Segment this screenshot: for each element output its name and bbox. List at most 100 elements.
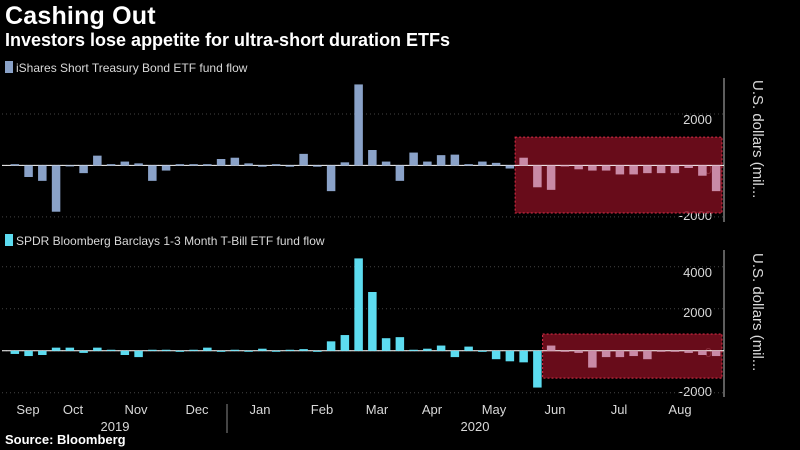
bar-ishares (533, 165, 542, 188)
legend-label-spdr: SPDR Bloomberg Barclays 1-3 Month T-Bill… (16, 234, 325, 248)
bar-ishares (354, 84, 363, 166)
bar-spdr (711, 350, 721, 357)
bar-ishares (464, 164, 473, 166)
legend-swatch-spdr (5, 234, 13, 246)
bar-spdr (450, 350, 460, 358)
bar-ishares (601, 165, 611, 171)
bar-ishares (450, 154, 460, 166)
bar-spdr (354, 258, 363, 351)
bar-ishares (258, 165, 267, 167)
bar-spdr (684, 350, 693, 353)
bar-spdr (216, 350, 226, 352)
bar-spdr (258, 348, 267, 351)
bar-ishares (230, 157, 240, 166)
xtick-sep: Sep (16, 402, 39, 417)
bar-spdr (574, 350, 583, 353)
bar-ishares (38, 165, 47, 181)
bar-spdr (409, 349, 418, 351)
bar-spdr (120, 350, 130, 355)
bar-spdr (244, 350, 253, 352)
bar-spdr (51, 347, 61, 351)
bar-spdr (203, 347, 212, 351)
chart-subtitle: Investors lose appetite for ultra-short … (5, 30, 451, 50)
bar-spdr (601, 350, 611, 358)
legend-label-ishares: iShares Short Treasury Bond ETF fund flo… (16, 61, 248, 75)
bar-ishares (134, 163, 143, 166)
source-note: Source: Bloomberg (5, 432, 126, 447)
bar-spdr (230, 349, 240, 351)
bar-ishares (189, 164, 198, 166)
xtick-aug: Aug (668, 402, 691, 417)
bar-ishares (313, 165, 322, 167)
bar-spdr (106, 349, 116, 351)
bar-ishares (244, 163, 253, 166)
highlight-box (514, 136, 723, 214)
bar-ishares (79, 165, 88, 174)
chart-title: Cashing Out (5, 2, 156, 30)
bar-spdr (615, 350, 625, 358)
legend-swatch-ishares (5, 61, 13, 73)
year-label-2020: 2020 (461, 419, 490, 434)
bar-ishares (216, 159, 226, 166)
xtick-oct: Oct (63, 402, 84, 417)
bar-spdr (395, 337, 405, 351)
bar-spdr (656, 350, 666, 352)
bar-ishares (381, 161, 391, 166)
bar-ishares (588, 165, 597, 171)
ylabel-panel-1: U.S. dollars (mil... (749, 80, 766, 198)
bar-spdr (533, 350, 542, 388)
bar-spdr (505, 350, 515, 362)
bar-ishares (299, 153, 308, 166)
bar-ishares (505, 165, 515, 169)
bar-spdr (368, 292, 377, 351)
panel-ishares (2, 78, 725, 222)
bar-ishares (93, 155, 102, 166)
bar-spdr (134, 350, 143, 358)
bar-ishares (409, 152, 418, 166)
bar-ishares (423, 161, 432, 166)
bar-ishares (271, 164, 281, 166)
bar-ishares (684, 165, 693, 168)
bar-spdr (643, 350, 652, 360)
bar-spdr (175, 350, 185, 352)
bar-ishares (175, 164, 185, 166)
xtick-feb: Feb (311, 402, 333, 417)
xtick-may: May (482, 402, 507, 417)
bar-ishares (670, 165, 680, 174)
bar-ishares (368, 150, 377, 166)
bar-spdr (588, 350, 597, 368)
bar-spdr (189, 349, 198, 351)
xtick-nov: Nov (124, 402, 148, 417)
bar-spdr (24, 350, 33, 357)
bar-ishares (65, 165, 75, 167)
bar-ishares (285, 165, 295, 167)
bar-spdr (161, 349, 171, 351)
bar-ishares (326, 165, 336, 192)
bar-ishares (629, 165, 638, 175)
bar-spdr (381, 338, 391, 351)
bar-ishares (519, 157, 528, 166)
bar-ishares (643, 165, 652, 174)
bar-ishares (574, 165, 583, 170)
panel-spdr (2, 250, 725, 397)
ytick-p2-2000: 2000 (683, 305, 712, 320)
xtick-mar: Mar (366, 402, 389, 417)
bar-ishares (148, 165, 157, 181)
bar-spdr (93, 347, 102, 351)
bar-ishares (161, 165, 171, 171)
bar-spdr (560, 350, 570, 352)
ytick-p2-neg2000: -2000 (679, 384, 712, 399)
year-label-2019: 2019 (101, 419, 130, 434)
bar-ishares (491, 162, 501, 166)
bar-ishares (560, 165, 570, 167)
ytick-p2-4000: 4000 (683, 265, 712, 280)
xtick-jun: Jun (545, 402, 566, 417)
bar-spdr (326, 341, 336, 351)
bar-spdr (519, 350, 528, 363)
bar-spdr (436, 345, 446, 351)
bar-spdr (670, 350, 680, 352)
bar-ishares (24, 165, 33, 177)
bar-spdr (10, 350, 20, 354)
bar-spdr (491, 350, 501, 360)
